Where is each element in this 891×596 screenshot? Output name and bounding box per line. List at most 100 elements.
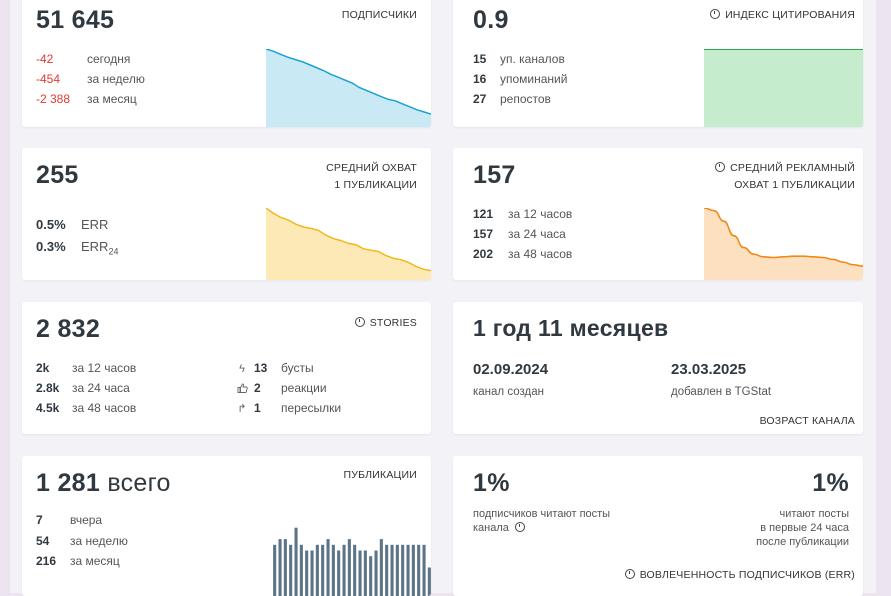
stat-label: за неделю: [87, 69, 145, 89]
err24-label: ERR: [81, 237, 108, 257]
forward-icon: ↱: [236, 399, 248, 419]
series-area: [266, 49, 431, 127]
reach-card[interactable]: 255 СРЕДНИЙ ОХВАТ 1 ПУБЛИКАЦИИ 0.5%ERR 0…: [22, 148, 431, 280]
bar: [295, 528, 298, 596]
added-label: добавлен в TGStat: [671, 386, 771, 398]
bar: [401, 545, 404, 596]
clock-icon: [710, 9, 720, 19]
engagement-card[interactable]: 1% подписчиков читают посты канала 1% чи…: [453, 456, 863, 596]
reach-value: 255: [36, 161, 79, 190]
stat-label: за 48 часов: [508, 244, 572, 264]
channel-age-value: 1 год 11 месяцев: [473, 315, 668, 342]
stat-value: -42: [36, 49, 87, 69]
bar: [428, 568, 431, 596]
stat-label: бусты: [281, 358, 314, 378]
publications-suffix: всего: [107, 469, 170, 497]
err24-subscript: 24: [108, 247, 118, 257]
clock-icon: [625, 569, 635, 579]
citation-title-text: ИНДЕКС ЦИТИРОВАНИЯ: [725, 9, 855, 21]
stat-label: за 48 часов: [72, 398, 136, 418]
bar: [289, 545, 292, 596]
stat-value: 15: [473, 49, 500, 69]
ad-reach-card[interactable]: 157 СРЕДНИЙ РЕКЛАМНЫЙ ОХВАТ 1 ПУБЛИКАЦИИ…: [453, 148, 863, 280]
bar: [353, 545, 356, 596]
bar: [385, 545, 388, 596]
info-clock-icon[interactable]: [515, 522, 525, 532]
engagement-left-line1: подписчиков читают посты: [473, 507, 610, 521]
bar: [396, 545, 399, 596]
citation-title: ИНДЕКС ЦИТИРОВАНИЯ: [710, 7, 855, 24]
clock-icon: [715, 162, 725, 172]
citation-index-value: 0.9: [473, 6, 509, 35]
stat-label: пересылки: [281, 398, 341, 418]
engagement-left-line2: канала: [473, 521, 610, 535]
stat-label: за 24 часа: [72, 378, 130, 398]
engagement-right-line3: после публикации: [756, 535, 849, 549]
created-date: 02.09.2024: [473, 361, 548, 378]
stat-value: -2 388: [36, 89, 87, 109]
citation-chart: [704, 49, 863, 127]
stat-value: 202: [473, 244, 508, 264]
stat-label: за неделю: [70, 531, 128, 551]
reach-title-line1: СРЕДНИЙ ОХВАТ: [326, 160, 417, 177]
publications-count: 1 281: [36, 469, 100, 497]
err24-row: 0.3%ERR24: [36, 237, 118, 262]
stat-label: упоминаний: [500, 69, 567, 89]
stat-value: 1: [254, 398, 281, 418]
bar: [332, 545, 335, 596]
bar: [407, 545, 410, 596]
stories-title-text: STORIES: [370, 317, 417, 329]
bar: [417, 545, 420, 596]
bar: [337, 551, 340, 596]
ad-reach-title-line1: СРЕДНИЙ РЕКЛАМНЫЙ: [715, 160, 855, 177]
engagement-footer: ВОВЛЕЧЕННОСТЬ ПОДПИСЧИКОВ (ERR): [625, 567, 855, 584]
engagement-left-line2-text: канала: [473, 522, 509, 534]
stat-label: за 12 часов: [508, 204, 572, 224]
engagement-right-text: читают посты в первые 24 часа после публ…: [756, 507, 849, 549]
bar: [284, 539, 287, 596]
stat-label: уп. каналов: [500, 49, 565, 69]
channel-age-card[interactable]: 1 год 11 месяцев 02.09.2024 канал создан…: [453, 302, 863, 434]
bar: [380, 539, 383, 596]
stat-label: сегодня: [87, 49, 130, 69]
stat-value: 13: [254, 358, 281, 378]
bar: [279, 539, 282, 596]
stat-label: вчера: [70, 510, 102, 530]
stat-label: за месяц: [70, 551, 120, 571]
bar: [321, 545, 324, 596]
stories-value: 2 832: [36, 315, 100, 344]
stat-label: репостов: [500, 89, 551, 109]
stat-value: 16: [473, 69, 500, 89]
stat-value: 54: [36, 531, 70, 551]
publications-total: 1 281 всего: [36, 469, 171, 498]
bar: [348, 539, 351, 596]
added-date: 23.03.2025: [671, 361, 746, 378]
bar: [311, 551, 314, 596]
stat-value: 2.8k: [36, 378, 72, 398]
bar: [300, 545, 303, 596]
stat-value: 4.5k: [36, 398, 72, 418]
subscribers-chart: [266, 49, 431, 127]
stat-value: 216: [36, 551, 70, 571]
bar: [375, 551, 378, 596]
stat-value: 2k: [36, 358, 72, 378]
publications-title: ПУБЛИКАЦИИ: [343, 467, 417, 484]
ad-reach-title: СРЕДНИЙ РЕКЛАМНЫЙ ОХВАТ 1 ПУБЛИКАЦИИ: [715, 160, 855, 194]
engagement-right-line1: читают посты: [756, 507, 849, 521]
stories-title: STORIES: [355, 315, 417, 332]
reach-title-line2: 1 ПУБЛИКАЦИИ: [326, 177, 417, 194]
